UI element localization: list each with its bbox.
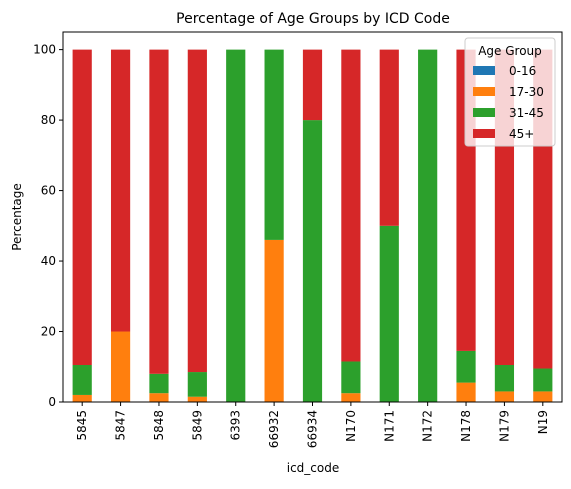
bar-45+-N170 [341,49,361,362]
bar-45+-66934 [302,49,323,121]
bar-31-45-66934 [302,120,323,402]
x-tick-label: N170 [344,410,358,442]
y-tick-label: 0 [48,395,56,409]
bar-31-45-66932 [264,49,284,240]
x-tick-label: 5848 [152,410,166,441]
bar-45+-5847 [110,49,131,332]
bar-31-45-5845 [72,365,92,395]
y-tick-label: 40 [41,254,56,268]
bar-31-45-N170 [341,361,361,394]
bar-31-45-N178 [456,350,476,383]
legend-label-31-45: 31-45 [509,106,544,120]
chart-title: Percentage of Age Groups by ICD Code [176,11,450,27]
bar-31-45-5849 [187,372,207,397]
bar-17-30-N170 [341,393,361,402]
bar-17-30-5847 [110,331,131,402]
legend-label-45+: 45+ [509,127,534,141]
plot-frame [62,31,563,403]
x-axis-label: icd_code [287,461,340,475]
legend-swatch-45+ [473,129,495,138]
legend-label-17-30: 17-30 [509,85,544,99]
y-tick-label: 60 [41,184,56,198]
x-tick-label: N178 [459,410,473,442]
legend-swatch-17-30 [473,87,495,96]
bar-31-45-5848 [149,373,169,394]
bar-31-45-N179 [494,365,515,392]
bar-17-30-66932 [264,239,284,402]
x-tick-label: N179 [497,410,511,442]
y-tick-label: 20 [41,325,56,339]
bar-45+-5845 [72,49,92,366]
x-tick-label: 5849 [190,410,204,441]
bar-45+-5848 [149,49,169,374]
legend-label-0-16: 0-16 [509,64,536,78]
legend-box [464,37,556,147]
bar-45+-5849 [187,49,207,373]
x-tick-label: N19 [536,410,550,434]
x-tick-label: 5847 [114,410,128,441]
legend-swatch-0-16 [473,66,495,75]
legend: Age Group 0-16 17-30 31-45 45+ [464,37,556,147]
x-tick-label: 5845 [75,410,89,441]
bar-17-30-5849 [187,396,207,402]
x-tick-label: 6393 [229,410,243,441]
x-tick-label: N171 [382,410,396,442]
bar-17-30-N19 [533,391,553,402]
bar-17-30-5848 [149,393,169,402]
bar-31-45-N19 [533,368,553,392]
y-tick-label: 80 [41,113,56,127]
bar-45+-N171 [379,49,399,226]
x-tick-label: 66934 [306,410,320,448]
bar-31-45-N171 [379,225,399,402]
bar-17-30-5845 [72,394,92,402]
x-tick-label: N172 [421,410,435,442]
y-axis-label: Percentage [10,183,24,251]
x-axis: 5845 5847 5848 5849 6393 66932 66934 N170 N171 N1… [75,402,550,448]
legend-swatch-31-45 [473,108,495,117]
y-tick-label: 100 [33,43,56,57]
x-tick-label: 66932 [267,410,281,448]
bar-31-45-N172 [418,49,438,403]
bar-17-30-N179 [494,391,515,402]
bar-31-45-6393 [226,49,246,403]
y-axis: 0 20 40 60 80 100 [33,43,63,409]
bar-17-30-N178 [456,382,476,402]
legend-title: Age Group [478,44,542,58]
